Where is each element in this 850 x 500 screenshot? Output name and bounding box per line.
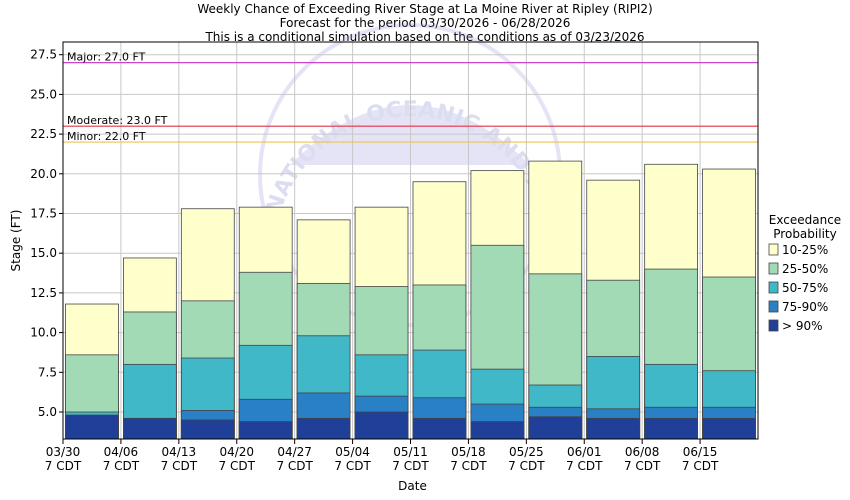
y-tick-label: 10.0 [30, 326, 57, 340]
legend-swatch [768, 281, 779, 294]
y-tick-label: 15.0 [30, 246, 57, 260]
chart-title: Weekly Chance of Exceeding River Stage a… [197, 2, 653, 16]
bar-segment [470, 421, 525, 440]
y-tick-label: 12.5 [30, 286, 57, 300]
x-tick-label-date: 04/20 [219, 445, 254, 459]
y-tick-label: 20.0 [30, 167, 57, 181]
legend-label: 10-25% [782, 243, 828, 257]
x-tick-label-tz: 7 CDT [508, 459, 545, 473]
x-tick-label-tz: 7 CDT [682, 459, 719, 473]
x-tick-label-date: 05/11 [393, 445, 428, 459]
x-tick-label-tz: 7 CDT [566, 459, 603, 473]
bar-segment [644, 417, 698, 440]
legend-title-1: Exceedance [769, 213, 841, 227]
y-tick-label: 7.5 [38, 365, 57, 379]
y-tick-label: 25.0 [30, 87, 57, 101]
bar-segment [354, 411, 409, 440]
x-tick-label-date: 04/06 [104, 445, 139, 459]
x-tick-label-date: 05/04 [335, 445, 370, 459]
legend-label: 50-75% [782, 281, 828, 295]
x-tick-label-date: 04/13 [162, 445, 197, 459]
x-tick-label-tz: 7 CDT [103, 459, 140, 473]
legend-swatch [768, 319, 779, 332]
threshold-label: Moderate: 23.0 FT [67, 114, 168, 127]
chart-subtitle-conditions: This is a conditional simulation based o… [205, 30, 645, 44]
x-tick-label-tz: 7 CDT [276, 459, 313, 473]
axes: 5.0 7.5 10.0 12.5 15.0 17.5 20.0 22.5 25.0 27.5 03… [9, 41, 759, 493]
x-tick-label-date: 06/01 [567, 445, 602, 459]
bar-segment [702, 417, 756, 440]
legend-label: 25-50% [782, 262, 828, 276]
x-tick-label-date: 06/15 [683, 445, 718, 459]
legend-swatch [768, 262, 779, 275]
flood-thresholds: Major: 27.0 FT Moderate: 23.0 FT Minor: 22… [63, 51, 758, 143]
y-tick-label: 5.0 [38, 405, 57, 419]
x-tick-label-date: 04/27 [277, 445, 312, 459]
y-tick-label: 22.5 [30, 127, 57, 141]
x-tick-label-tz: 7 CDT [161, 459, 198, 473]
bar-segment [586, 417, 641, 440]
y-tick-label: 17.5 [30, 207, 57, 221]
bar-segment [412, 417, 467, 440]
x-tick-label-tz: 7 CDT [392, 459, 429, 473]
bar-segment [180, 419, 235, 440]
threshold-label: Minor: 22.0 FT [67, 130, 146, 143]
x-axis-label: Date [398, 479, 427, 493]
legend-swatch [768, 300, 779, 313]
bar-segment [528, 416, 583, 440]
legend-title-2: Probability [773, 227, 836, 241]
y-tick-label: 27.5 [30, 48, 57, 62]
chart-titles: Weekly Chance of Exceeding River Stage a… [0, 2, 850, 44]
x-tick-label-date: 06/08 [625, 445, 660, 459]
x-tick-label-date: 03/30 [46, 445, 81, 459]
x-tick-label-tz: 7 CDT [624, 459, 661, 473]
x-tick-label-tz: 7 CDT [45, 459, 82, 473]
bar-segment [65, 414, 119, 440]
x-tick-label-date: 05/25 [509, 445, 544, 459]
chart-subtitle-period: Forecast for the period 03/30/2026 - 06/… [279, 16, 571, 30]
x-tick-label-date: 05/18 [451, 445, 486, 459]
bar-stacks [65, 160, 756, 440]
x-tick-label-tz: 7 CDT [219, 459, 256, 473]
x-tick-label-tz: 7 CDT [334, 459, 371, 473]
bar-segment [238, 421, 293, 440]
x-tick-label-tz: 7 CDT [450, 459, 487, 473]
legend-swatch [768, 243, 779, 256]
threshold-label: Major: 27.0 FT [67, 51, 146, 64]
legend-label: 75-90% [782, 300, 828, 314]
legend-label: > 90% [782, 319, 823, 333]
bar-segment [123, 417, 177, 440]
y-axis-label: Stage (FT) [9, 210, 23, 272]
bar-segment [296, 417, 351, 440]
